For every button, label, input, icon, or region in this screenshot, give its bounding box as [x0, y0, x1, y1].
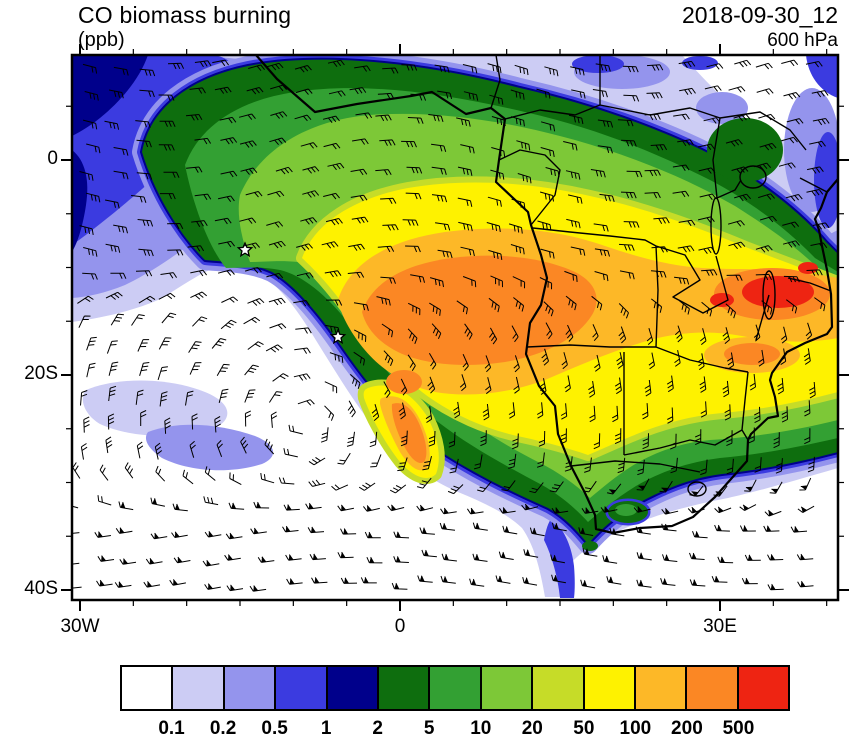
colorbar-tick-label: 10 [470, 718, 492, 739]
colorbar-tick-label: 0.1 [158, 718, 185, 739]
colorbar-labels: 0.1 0.2 0.5 1 2 5 10 20 50 100 200 500 [120, 718, 790, 744]
contour-red [710, 262, 818, 308]
country-borders [490, 55, 832, 497]
page-title: CO biomass burning [78, 2, 292, 28]
colorbar-tick-label: 200 [671, 718, 703, 739]
lat-tick-label-20s: 20S [24, 363, 58, 384]
colorbar-swatch [274, 667, 326, 709]
colorbar-swatch [325, 667, 377, 709]
lon-tick-label-30e: 30E [703, 616, 737, 637]
colorbar-tick-label: 0.2 [209, 718, 237, 739]
datetime-label: 2018-09-30_12 [681, 2, 838, 28]
wind-barbs-layer [72, 59, 830, 592]
colorbar-swatch [633, 667, 686, 709]
units-label: (ppb) [78, 29, 125, 51]
colorbar: 0.1 0.2 0.5 1 2 5 10 20 50 100 200 500 [120, 665, 790, 744]
contour-layers [72, 55, 838, 600]
colorbar-tick-label: 500 [722, 718, 755, 739]
colorbar-swatch [428, 667, 480, 709]
colorbar-swatch [582, 667, 634, 709]
colorbar-swatches [120, 665, 790, 711]
axis-ticks [61, 44, 849, 611]
lon-tick-label-0: 0 [394, 616, 406, 637]
colorbar-tick-label: 0.5 [261, 718, 288, 739]
lat-tick-label-0: 0 [47, 148, 58, 169]
colorbar-swatch [685, 667, 737, 709]
colorbar-swatch [122, 667, 172, 709]
colorbar-tick-label: 100 [619, 718, 652, 739]
colorbar-swatch [736, 667, 789, 709]
pressure-level-label: 600 hPa [767, 30, 838, 51]
colorbar-tick-label: 20 [521, 718, 543, 739]
colorbar-tick-label: 50 [573, 718, 595, 739]
colorbar-tick-label: 2 [372, 718, 383, 739]
lat-tick-label-40s: 40S [24, 578, 58, 599]
colorbar-swatch [531, 667, 583, 709]
colorbar-swatch [376, 667, 429, 709]
colorbar-swatch [171, 667, 223, 709]
map-frame [70, 53, 840, 602]
colorbar-swatch [222, 667, 275, 709]
colorbar-tick-label: 1 [320, 718, 332, 739]
colorbar-swatch [479, 667, 532, 709]
colorbar-tick-label: 5 [423, 718, 435, 739]
lon-tick-label-30w: 30W [60, 616, 100, 637]
